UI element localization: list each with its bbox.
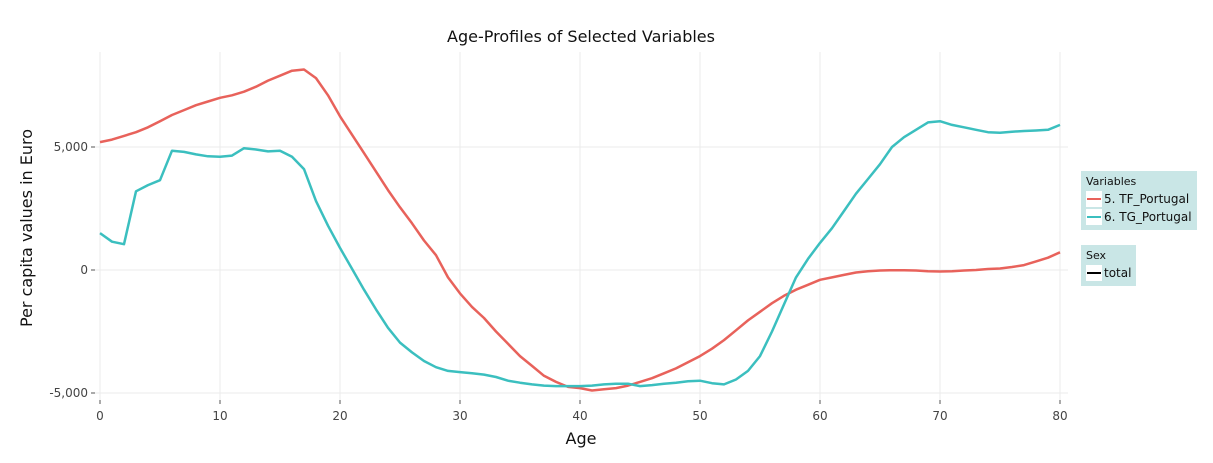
grid xyxy=(95,52,1068,400)
axis-ticks: 0 10 20 30 40 50 60 70 80 -5,000 0 5,000 xyxy=(49,140,1067,423)
legend-label: total xyxy=(1104,266,1132,280)
series-line-6-tg-portugal xyxy=(99,119,1061,388)
series-lines xyxy=(99,68,1061,392)
x-tick-label: 40 xyxy=(572,409,587,423)
x-axis-label: Age xyxy=(566,429,597,448)
legend-swatch xyxy=(1087,272,1101,274)
x-tick-label: 80 xyxy=(1052,409,1067,423)
y-axis-label: Per capita values in Euro xyxy=(17,129,36,327)
legend-variables: Variables 5. TF_Portugal 6. TG_Portugal xyxy=(1081,171,1197,230)
legend-swatch xyxy=(1087,216,1101,218)
x-tick-label: 0 xyxy=(96,409,104,423)
legend-entry: 5. TF_Portugal xyxy=(1086,190,1192,208)
x-tick-label: 10 xyxy=(212,409,227,423)
legend-title: Sex xyxy=(1086,249,1107,262)
chart-title: Age-Profiles of Selected Variables xyxy=(447,27,715,46)
x-tick-label: 20 xyxy=(332,409,347,423)
legend-label: 6. TG_Portugal xyxy=(1104,210,1192,224)
legend-swatch xyxy=(1087,198,1101,200)
x-tick-label: 60 xyxy=(812,409,827,423)
y-tick-label: 0 xyxy=(80,263,88,277)
y-tick-label: 5,000 xyxy=(54,140,88,154)
legend-sex: Sex total xyxy=(1081,245,1137,286)
x-tick-label: 30 xyxy=(452,409,467,423)
legend-entry: total xyxy=(1086,264,1131,282)
series-line-5-tf-portugal xyxy=(99,68,1061,392)
legend-label: 5. TF_Portugal xyxy=(1104,192,1190,206)
x-tick-label: 50 xyxy=(692,409,707,423)
y-tick-label: -5,000 xyxy=(49,386,88,400)
legend-title: Variables xyxy=(1086,175,1137,188)
x-tick-label: 70 xyxy=(932,409,947,423)
legend-entry: 6. TG_Portugal xyxy=(1086,208,1192,226)
